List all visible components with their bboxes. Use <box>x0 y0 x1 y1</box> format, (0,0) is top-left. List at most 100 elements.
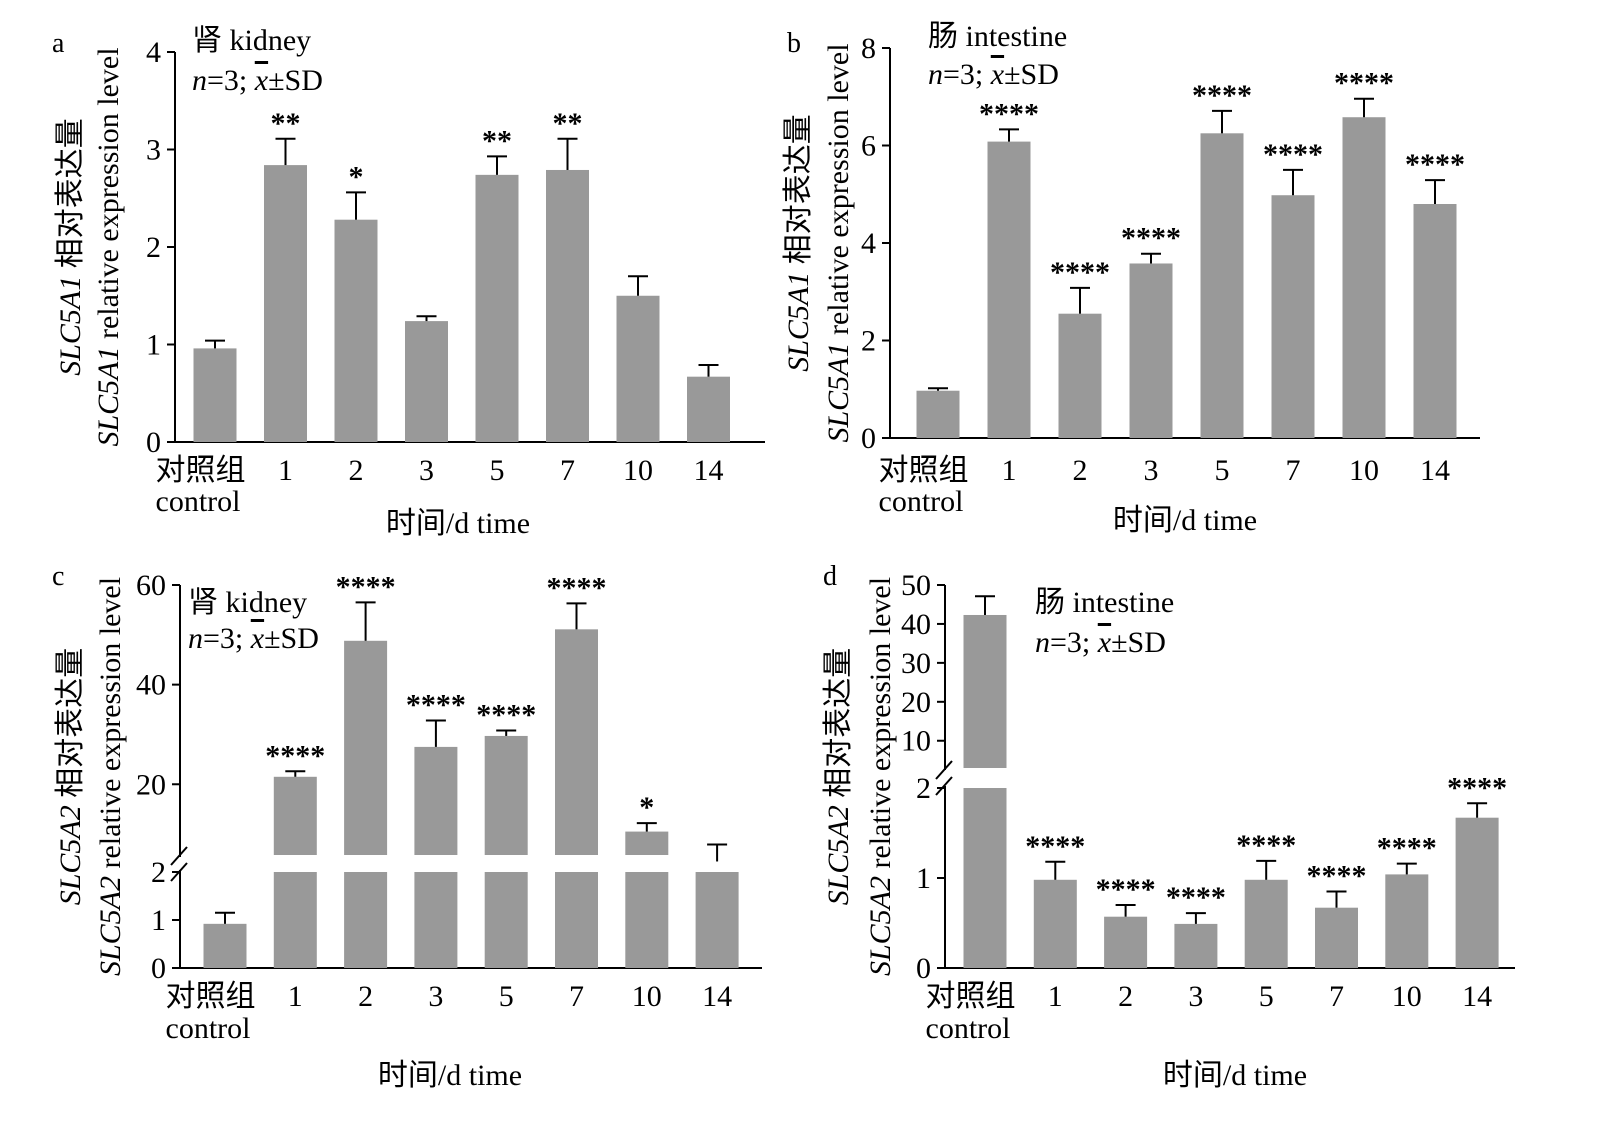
bar <box>555 629 598 855</box>
bar <box>273 776 317 855</box>
ylabel-text: relative expression level <box>864 577 897 876</box>
x-tick-label: 2 <box>358 980 373 1013</box>
bar-lower-segment <box>963 788 1007 968</box>
ylabel-text: 相对表达量 <box>54 118 87 276</box>
x-tick-label: 5 <box>1215 454 1230 487</box>
significance-label: **** <box>1307 860 1367 893</box>
ylabel-gene: SLC5A1 <box>822 343 855 443</box>
significance-label: ** <box>553 107 583 140</box>
significance-label: **** <box>1447 771 1507 804</box>
ylabel-gene: SLC5A1 <box>782 272 815 372</box>
x-tick-label: 对照组 <box>156 454 246 487</box>
y-tick-label: 40 <box>136 669 166 702</box>
x-tick-label: 2 <box>1073 454 1088 487</box>
x-tick-label: 1 <box>1048 980 1063 1013</box>
bar <box>1104 916 1148 968</box>
y-tick-label: 60 <box>136 569 166 602</box>
bar <box>1058 313 1102 438</box>
x-tick-label: 14 <box>1420 454 1450 487</box>
y-tick-label: 4 <box>861 227 876 260</box>
stats-sd: ±SD <box>264 622 319 655</box>
bar-lower-segment <box>414 872 458 968</box>
x-axis-label: 时间/d time <box>1113 504 1257 537</box>
stats-xbar: x <box>990 58 1005 91</box>
axis-break-mark <box>170 846 188 866</box>
axis-break-mark <box>935 760 953 780</box>
bar-lower-segment <box>695 872 739 968</box>
bar <box>334 219 378 442</box>
x-tick-label: 3 <box>419 454 434 487</box>
x-tick-label: 5 <box>490 454 505 487</box>
y-tick-label: 2 <box>151 856 166 889</box>
bar <box>1413 204 1457 438</box>
y-tick-label: 6 <box>861 130 876 163</box>
y-tick-label: 20 <box>901 686 931 719</box>
significance-label: **** <box>547 571 607 604</box>
significance-label: **** <box>979 97 1039 130</box>
bar <box>987 141 1031 438</box>
x-tick-label: 14 <box>694 454 724 487</box>
bar <box>1174 923 1218 968</box>
significance-label: **** <box>265 739 325 772</box>
x-axis-label: 时间/d time <box>1163 1059 1307 1092</box>
x-axis-label: 时间/d time <box>378 1059 522 1092</box>
bar <box>1200 133 1244 438</box>
y-tick-label: 0 <box>151 952 166 985</box>
x-tick-label: 5 <box>499 980 514 1013</box>
significance-label: **** <box>1166 881 1226 914</box>
stats-label: n=3; x±SD <box>188 622 319 655</box>
y-tick-label: 2 <box>146 231 161 264</box>
x-tick-label: 5 <box>1259 980 1274 1013</box>
bar <box>916 390 960 438</box>
x-tick-label-en: control <box>879 485 964 518</box>
ylabel-gene: SLC5A2 <box>822 805 855 905</box>
ylabel-text: relative expression level <box>94 577 127 876</box>
y-tick-label: 8 <box>861 32 876 65</box>
bar <box>1315 907 1358 968</box>
significance-label: ** <box>271 107 301 140</box>
bar <box>344 640 388 855</box>
significance-label: **** <box>1405 148 1465 181</box>
y-tick-label: 1 <box>916 862 931 895</box>
y-axis-label-en: SLC5A2 relative expression level <box>864 577 897 976</box>
bar <box>625 831 669 855</box>
stats-n: n <box>192 64 207 97</box>
panel-letter: b <box>787 28 801 59</box>
x-tick-label: 10 <box>623 454 653 487</box>
y-axis-label-cn: SLC5A2 相对表达量 <box>54 648 87 906</box>
panel-letter: d <box>823 561 837 592</box>
stats-xbar: x <box>250 622 265 655</box>
y-tick-label: 1 <box>151 904 166 937</box>
ylabel-gene: SLC5A2 <box>94 876 127 976</box>
x-tick-label: 10 <box>1349 454 1379 487</box>
panel-letter: a <box>52 28 65 59</box>
x-tick-label: 3 <box>1144 454 1159 487</box>
ylabel-text: 相对表达量 <box>54 648 87 806</box>
x-tick-label: 2 <box>349 454 364 487</box>
panel-b: b 肠 intestine n=3; x±SD SLC5A1 相对表达量SLC5A1 … <box>782 20 1480 537</box>
y-tick-label: 20 <box>136 768 166 801</box>
x-tick-label: 1 <box>288 980 303 1013</box>
bar <box>1385 874 1429 968</box>
significance-label: * <box>349 160 364 193</box>
x-tick-label: 7 <box>560 454 575 487</box>
ylabel-text: relative expression level <box>92 47 125 346</box>
y-axis-label-cn: SLC5A2 相对表达量 <box>822 648 855 906</box>
bar <box>193 348 237 442</box>
y-tick-label: 50 <box>901 569 931 602</box>
x-tick-label: 1 <box>1002 454 1017 487</box>
significance-label: **** <box>1263 138 1323 171</box>
tissue-label: 肠 intestine <box>928 20 1067 53</box>
x-tick-label: 对照组 <box>879 454 969 487</box>
ylabel-gene: SLC5A2 <box>54 805 87 905</box>
bar-lower-segment <box>344 872 388 968</box>
stats-eq: =3; <box>203 622 251 655</box>
significance-label: **** <box>336 570 396 603</box>
x-tick-label-en: control <box>926 1012 1011 1045</box>
stats-n: n <box>188 622 203 655</box>
axis-break-mark <box>935 776 953 796</box>
stats-xbar: x <box>254 64 269 97</box>
bar <box>1342 117 1386 438</box>
x-tick-label: 14 <box>1462 980 1492 1013</box>
